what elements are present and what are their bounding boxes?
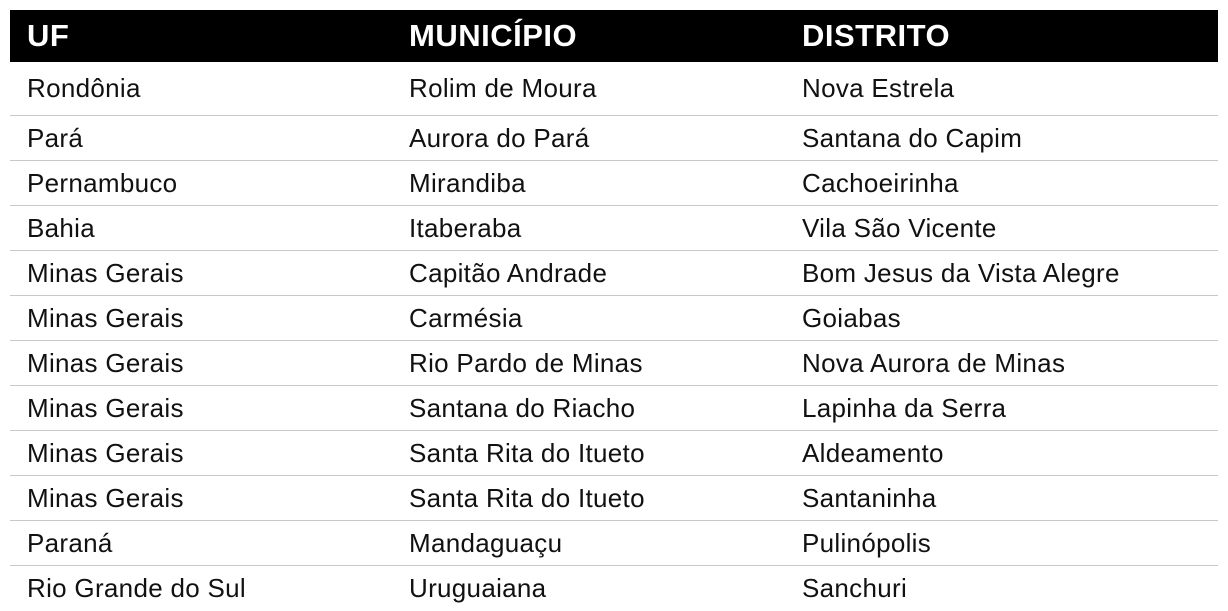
cell-uf: Bahia <box>10 205 392 251</box>
cell-distrito: Cachoeirinha <box>785 160 1218 206</box>
cell-uf: Pernambuco <box>10 160 392 206</box>
cell-uf: Minas Gerais <box>10 295 392 341</box>
cell-distrito: Sanchuri <box>802 572 908 603</box>
cell-distrito: Santaninha <box>785 475 1218 521</box>
cell-uf: Minas Gerais <box>10 430 392 476</box>
cell-distrito: Aldeamento <box>785 430 1218 476</box>
cell-distrito: Goiabas <box>785 295 1218 341</box>
table-row: Paraná Mandaguaçu Pulinópolis <box>10 520 1218 566</box>
table-row: Rio Grande do Sul Uruguaiana Sanchuri <box>10 566 1218 611</box>
table-row: Pará Aurora do Pará Santana do Capim <box>10 115 1218 161</box>
table-row: Minas Gerais Santana do Riacho Lapinha da … <box>10 385 1218 431</box>
header-row: UF MUNICÍPIO DISTRITO <box>10 10 1218 62</box>
cell-municipio: Rio Pardo de Minas <box>392 340 785 386</box>
cell-municipio: Santa Rita do Itueto <box>392 475 785 521</box>
cell-municipio: Mandaguaçu <box>392 520 785 566</box>
table-row: Minas Gerais Rio Pardo de Minas Nova Auror… <box>10 340 1218 386</box>
cell-municipio: Capitão Andrade <box>392 250 785 296</box>
cell-uf: Minas Gerais <box>10 250 392 296</box>
cell-uf: Minas Gerais <box>10 340 392 386</box>
cell-distrito: Nova Aurora de Minas <box>785 340 1218 386</box>
cell-municipio: Mirandiba <box>392 160 785 206</box>
table-row: Rondônia Rolim de Moura Nova Estrela <box>10 62 1218 116</box>
table-row: Bahia Itaberaba Vila São Vicente <box>10 205 1218 251</box>
cell-municipio: Aurora do Pará <box>392 115 785 161</box>
table-row: Pernambuco Mirandiba Cachoeirinha <box>10 160 1218 206</box>
cell-uf: Rondônia <box>10 62 392 116</box>
header-distrito: DISTRITO <box>785 10 1218 62</box>
cell-municipio: Itaberaba <box>392 205 785 251</box>
cell-uf: Rio Grande do Sul <box>27 572 247 603</box>
cell-municipio: Santa Rita do Itueto <box>392 430 785 476</box>
cell-municipio: Carmésia <box>392 295 785 341</box>
cell-uf: Pará <box>10 115 392 161</box>
table-header: UF MUNICÍPIO DISTRITO <box>10 10 1218 62</box>
cell-distrito: Nova Estrela <box>785 62 1218 116</box>
header-uf: UF <box>10 10 392 62</box>
cell-distrito: Santana do Capim <box>785 115 1218 161</box>
cell-distrito: Pulinópolis <box>785 520 1218 566</box>
table-row: Minas Gerais Capitão Andrade Bom Jesus da … <box>10 250 1218 296</box>
cell-uf: Minas Gerais <box>10 385 392 431</box>
cell-municipio: Santana do Riacho <box>392 385 785 431</box>
cell-distrito: Vila São Vicente <box>785 205 1218 251</box>
cell-uf: Minas Gerais <box>10 475 392 521</box>
table-row: Minas Gerais Santa Rita do Itueto Santanin… <box>10 475 1218 521</box>
districts-table: UF MUNICÍPIO DISTRITO Rondônia Rolim de M… <box>10 10 1218 610</box>
table-body: Rondônia Rolim de Moura Nova Estrela Pará Au… <box>10 62 1218 610</box>
header-municipio: MUNICÍPIO <box>392 10 785 62</box>
cell-distrito: Lapinha da Serra <box>785 385 1218 431</box>
cell-uf: Paraná <box>10 520 392 566</box>
cell-municipio: Uruguaiana <box>409 572 547 603</box>
table-row: Minas Gerais Carmésia Goiabas <box>10 295 1218 341</box>
table-row: Minas Gerais Santa Rita do Itueto Aldeamen… <box>10 430 1218 476</box>
cell-municipio: Rolim de Moura <box>392 62 785 116</box>
cell-distrito: Bom Jesus da Vista Alegre <box>785 250 1218 296</box>
